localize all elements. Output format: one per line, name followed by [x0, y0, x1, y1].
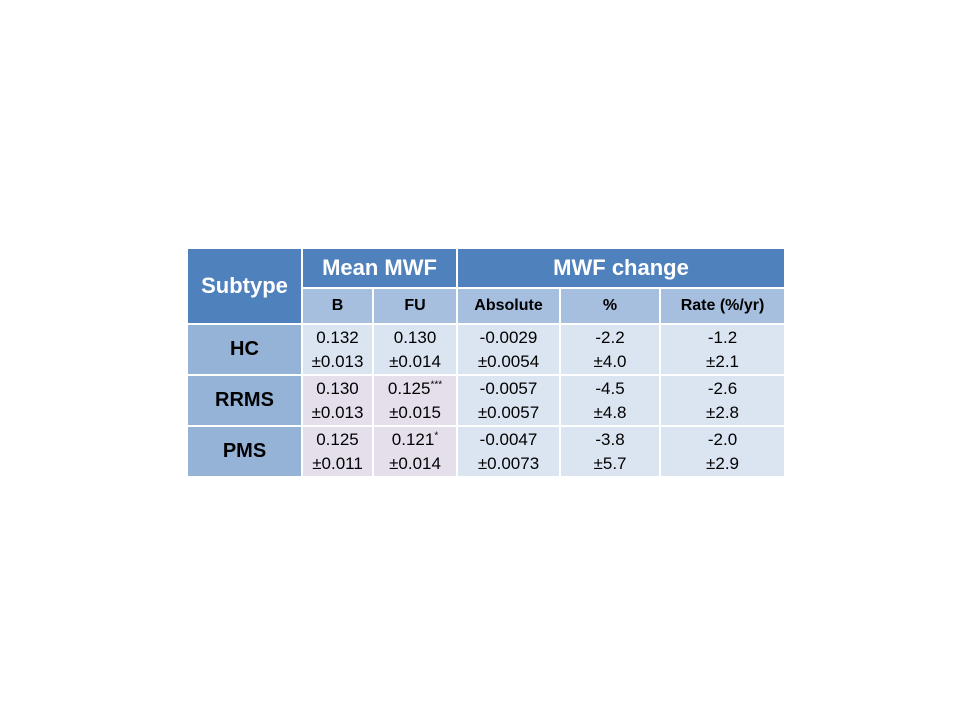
table-cell: -3.8 ±5.7 [559, 425, 662, 478]
cell-value: 0.132 [303, 326, 372, 350]
mean-value: -0.0047 [479, 429, 538, 449]
table-cell: -1.2 ±2.1 [659, 323, 787, 376]
table-cell: 0.130 ±0.013 [301, 374, 374, 427]
cell-value: 0.130 [374, 326, 456, 350]
column-header: Rate (%/yr) [659, 287, 787, 325]
mean-value: -4.5 [595, 378, 625, 398]
cell-value: -1.2 [661, 326, 784, 350]
cell-sd: ±5.7 [593, 453, 627, 473]
table-cell: 0.125*** ±0.015 [371, 374, 459, 427]
mean-value: -1.2 [707, 327, 738, 347]
table-cell: -0.0047 ±0.0073 [456, 425, 562, 478]
cell-sd: ±2.9 [706, 453, 739, 473]
cell-value: -0.0047 [458, 428, 559, 452]
table-row: HC 0.132 ±0.013 0.130 ±0.014 -0.0029 ±0.0054 -2… [186, 323, 787, 376]
significance: *** [430, 378, 443, 390]
mean-value: -0.0057 [479, 378, 538, 398]
mean-value: 0.125 [316, 429, 359, 449]
cell-sd: ±0.013 [311, 402, 364, 422]
mean-value: -3.8 [595, 429, 625, 449]
cell-value: 0.130 [303, 377, 372, 401]
mean-value: 0.125 [387, 378, 431, 398]
cell-sd: ±4.8 [593, 402, 627, 422]
cell-value: -0.0029 [458, 326, 559, 350]
table-cell: -0.0057 ±0.0057 [456, 374, 562, 427]
table-cell: -2.6 ±2.8 [659, 374, 787, 427]
table-cell: 0.132 ±0.013 [301, 323, 374, 376]
mean-value: -2.0 [707, 429, 738, 449]
cell-sd: ±0.0073 [477, 453, 540, 473]
cell-value: -3.8 [561, 428, 659, 452]
column-header: FU [371, 287, 459, 325]
cell-value: -2.6 [661, 377, 784, 401]
cell-value: -0.0057 [458, 377, 559, 401]
table-row: PMS 0.125 ±0.011 0.121* ±0.014 -0.0047 ±0.0073… [186, 425, 787, 478]
column-header: % [559, 287, 662, 325]
cell-sd: ±0.0054 [477, 351, 540, 371]
group-header: MWF change [456, 247, 787, 289]
table-cell: -2.2 ±4.0 [559, 323, 662, 376]
mean-value: -2.6 [707, 378, 738, 398]
results-table: Subtype Mean MWF MWF change B FU Absolute%… [186, 247, 787, 478]
mean-value: -2.2 [595, 327, 625, 347]
cell-sd: ±0.0057 [477, 402, 540, 422]
group-header: Mean MWF [300, 247, 459, 289]
cell-sd: ±4.0 [593, 351, 627, 371]
table-cell: -0.0029 ±0.0054 [456, 323, 562, 376]
table-row: RRMS 0.130 ±0.013 0.125*** ±0.015 -0.0057 ±0.0… [186, 374, 787, 427]
mean-value: 0.121 [391, 429, 435, 449]
mean-value: 0.130 [316, 378, 359, 398]
table-cell: 0.130 ±0.014 [371, 323, 459, 376]
cell-sd: ±0.014 [389, 453, 441, 473]
column-header: Absolute [456, 287, 562, 325]
cell-value: 0.125 [303, 428, 372, 452]
row-label-header: Subtype [186, 247, 303, 325]
cell-value: 0.121* [374, 428, 456, 452]
row-label: HC [186, 323, 303, 376]
cell-sd: ±2.1 [706, 351, 739, 371]
cell-value: -2.0 [661, 428, 784, 452]
significance: * [434, 429, 439, 441]
cell-sd: ±0.014 [389, 351, 441, 371]
cell-sd: ±0.013 [311, 351, 364, 371]
cell-value: -2.2 [561, 326, 659, 350]
mean-value: 0.132 [316, 327, 359, 347]
column-header: B [301, 287, 374, 325]
table-cell: -4.5 ±4.8 [559, 374, 662, 427]
cell-sd: ±2.8 [706, 402, 739, 422]
row-label: PMS [186, 425, 303, 478]
mean-value: 0.130 [393, 327, 437, 347]
table-cell: 0.121* ±0.014 [371, 425, 459, 478]
cell-sd: ±0.015 [389, 402, 441, 422]
cell-value: 0.125*** [374, 377, 456, 401]
mean-value: -0.0029 [479, 327, 538, 347]
table-cell: -2.0 ±2.9 [659, 425, 787, 478]
cell-sd: ±0.011 [312, 453, 363, 473]
row-label: RRMS [186, 374, 303, 427]
cell-value: -4.5 [561, 377, 659, 401]
table-cell: 0.125 ±0.011 [301, 425, 374, 478]
